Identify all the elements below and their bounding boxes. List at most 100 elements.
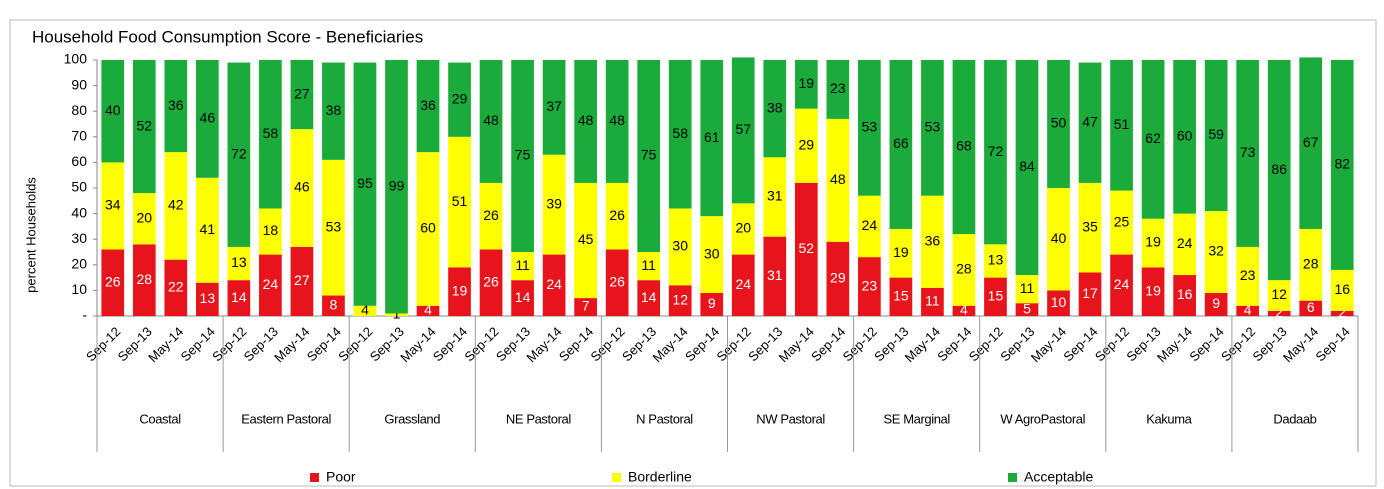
data-label: 32 — [1208, 243, 1224, 259]
bar-segment — [826, 241, 850, 316]
bar-segment — [227, 62, 251, 247]
bar-segment — [1173, 60, 1196, 214]
bar-segment — [605, 249, 629, 316]
data-label: 24 — [1177, 235, 1193, 251]
bar-segment — [322, 62, 345, 160]
data-label: 60 — [1177, 128, 1193, 144]
data-label: 17 — [1082, 285, 1098, 301]
bar-segment — [763, 236, 787, 316]
data-label: 2 — [1338, 304, 1346, 320]
bar-segment — [353, 62, 377, 306]
bar-segment — [479, 182, 503, 250]
bar-segment — [1173, 213, 1196, 276]
data-label: 13 — [988, 252, 1004, 268]
y-axis-label: percent Households — [23, 177, 38, 293]
data-label: 13 — [231, 254, 247, 270]
bar-segment — [448, 136, 471, 268]
bar-segment — [763, 60, 787, 158]
data-label: 48 — [830, 171, 846, 187]
legend-label: Borderline — [628, 469, 692, 485]
bar-segment — [984, 244, 1007, 278]
legend-swatch — [1008, 473, 1017, 482]
bar-segment — [637, 252, 661, 281]
bar-segment — [227, 246, 251, 281]
bar-segment — [700, 292, 724, 316]
bar-segment — [889, 277, 913, 316]
data-label: 26 — [609, 273, 625, 289]
data-label: 42 — [168, 197, 184, 213]
data-label: 16 — [1334, 281, 1350, 297]
bar-segment — [1204, 211, 1228, 293]
bar-segment — [1330, 310, 1354, 316]
data-label: 52 — [136, 117, 152, 133]
data-label: 16 — [1177, 286, 1193, 302]
data-label: 19 — [893, 244, 909, 260]
bar-segment — [511, 280, 534, 316]
bar-segment — [448, 62, 471, 137]
y-tick-label: 50 — [71, 179, 87, 195]
data-label: 18 — [263, 222, 279, 238]
bar-segment — [763, 157, 787, 237]
bar-segment — [101, 249, 125, 316]
bar-segment — [1015, 60, 1039, 276]
bar-segment — [416, 60, 440, 153]
bar-segment — [574, 298, 597, 316]
data-label: 27 — [294, 85, 310, 101]
data-label: 26 — [609, 207, 625, 223]
data-label: 72 — [231, 145, 247, 161]
data-label: 14 — [515, 289, 531, 305]
bar-segment — [1173, 275, 1196, 316]
data-label: 12 — [672, 291, 688, 307]
y-tick-label: 90 — [71, 76, 87, 92]
data-label: 53 — [326, 218, 342, 234]
data-label: 9 — [708, 295, 716, 311]
data-label: 23 — [1240, 267, 1256, 283]
data-label: 22 — [168, 279, 184, 295]
group-label: Dadaab — [1273, 411, 1316, 426]
data-label: 37 — [546, 98, 562, 114]
bar-segment — [132, 244, 156, 316]
bar-segment — [668, 208, 692, 286]
bar-segment — [889, 228, 913, 278]
data-label: 2 — [1275, 304, 1283, 320]
bar-segment — [385, 60, 408, 314]
bar-segment — [1110, 60, 1133, 191]
bar-segment — [984, 277, 1007, 316]
bar-segment — [385, 313, 408, 316]
bar-segment — [164, 259, 188, 316]
data-label: 38 — [326, 102, 342, 118]
bar-segment — [1078, 272, 1102, 316]
bar-segment — [290, 60, 314, 130]
data-label: 24 — [263, 276, 279, 292]
data-label: 53 — [925, 119, 941, 135]
bar-segment — [479, 249, 503, 316]
data-label: 24 — [862, 217, 878, 233]
data-label: 28 — [1303, 256, 1319, 272]
data-label: 84 — [1019, 158, 1035, 174]
data-label: 82 — [1334, 156, 1350, 172]
group-label: Eastern Pastoral — [241, 411, 331, 426]
data-label: 46 — [200, 110, 216, 126]
y-tick-label: 40 — [71, 204, 87, 220]
group-label: NE Pastoral — [506, 411, 571, 426]
data-label: 14 — [231, 289, 247, 305]
bar-segment — [290, 246, 314, 316]
data-label: 60 — [420, 220, 436, 236]
data-label: 86 — [1271, 161, 1287, 177]
data-label: 25 — [1114, 213, 1130, 229]
data-label: 30 — [672, 238, 688, 254]
bar-segment — [700, 216, 724, 293]
bar-segment — [574, 60, 597, 183]
legend-label: Poor — [326, 469, 356, 485]
data-label: 26 — [483, 207, 499, 223]
data-label: 15 — [893, 288, 909, 304]
bar-segment — [700, 60, 724, 217]
data-label: 29 — [452, 90, 468, 106]
bar-segment — [1299, 300, 1323, 316]
data-label: 58 — [263, 125, 279, 141]
bar-segment — [101, 162, 125, 250]
bar-segment — [731, 254, 755, 316]
bar-segment — [290, 129, 314, 247]
bar-segment — [132, 60, 156, 194]
bar-segment — [605, 60, 629, 183]
